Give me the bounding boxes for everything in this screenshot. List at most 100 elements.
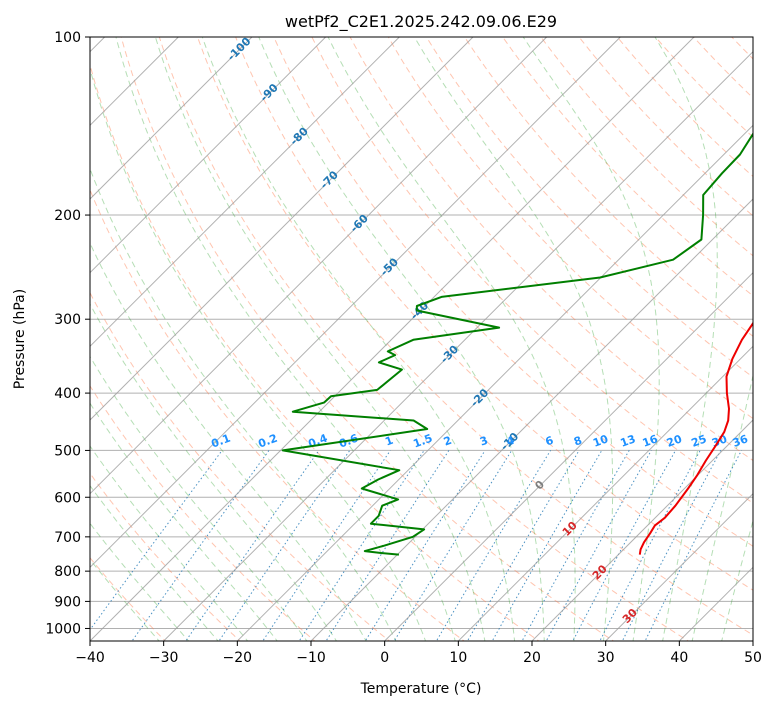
isotherm — [90, 37, 327, 274]
temperature-profile — [638, 321, 753, 555]
mixing-ratio-label: 10 — [591, 432, 610, 450]
dry-adiabat — [90, 291, 391, 641]
mixing-ratio-label: 20 — [665, 432, 684, 450]
isotherm — [90, 37, 400, 348]
mixing-ratio-line — [185, 450, 320, 641]
dry-adiabats — [90, 37, 753, 641]
isotherm — [457, 345, 753, 641]
mixing-ratio-label: 8 — [572, 434, 584, 449]
isotherm — [236, 124, 753, 641]
x-tick-label: −20 — [223, 650, 253, 666]
moist-adiabat — [90, 167, 397, 641]
moist-adiabat — [654, 37, 718, 641]
isotherms — [90, 37, 753, 641]
x-tick-label: 10 — [449, 650, 467, 666]
x-axis-label: Temperature (°C) — [360, 681, 482, 697]
dry-adiabat — [349, 37, 753, 462]
isotherm — [90, 37, 253, 200]
isotherm — [90, 37, 695, 641]
y-tick-label: 200 — [54, 208, 81, 224]
isotherm — [163, 50, 753, 641]
moist-adiabat — [154, 37, 486, 641]
dry-adiabat — [387, 37, 753, 420]
moist-adiabat — [90, 241, 367, 641]
moist-adiabat — [691, 373, 753, 641]
mixing-ratio-line — [90, 450, 223, 631]
y-tick-label: 300 — [54, 312, 81, 328]
mixing-ratio-label: 16 — [641, 432, 660, 450]
dry-adiabat — [90, 62, 540, 641]
plot-area: -100-90-80-70-60-50-40-30-20-10010203040… — [90, 37, 753, 641]
isotherm — [310, 198, 753, 641]
dry-adiabat — [90, 472, 241, 641]
moist-adiabat — [90, 402, 278, 641]
moist-adiabat — [90, 302, 338, 641]
mixing-ratio-label: 36 — [731, 432, 750, 450]
isotherm — [90, 37, 474, 421]
chart-title: wetPf2_C2E1.2025.242.09.06.E29 — [285, 12, 557, 32]
mixing-ratio-line — [435, 450, 552, 641]
y-axis-ticks: 100 200 300 400 500 600 700 800 900 1000 — [45, 30, 90, 637]
mixing-ratio-label: 25 — [690, 432, 709, 449]
dry-adiabat — [196, 37, 753, 636]
mixing-ratio-label: 13 — [619, 432, 638, 449]
x-tick-label: 0 — [380, 650, 389, 666]
x-tick-label: −40 — [75, 650, 105, 666]
y-axis-label: Pressure (hPa) — [12, 289, 28, 389]
y-tick-label: 100 — [54, 30, 81, 46]
moist-adiabat — [90, 484, 219, 641]
dry-adiabat — [425, 37, 753, 378]
dry-adiabat — [158, 37, 690, 641]
dewpoint-profile — [281, 132, 753, 556]
y-tick-label: 1000 — [45, 621, 81, 637]
y-tick-label: 500 — [54, 443, 81, 459]
x-tick-label: 30 — [597, 650, 615, 666]
moist-adiabat — [721, 518, 753, 641]
mixing-ratio-line — [393, 450, 513, 641]
isotherm — [90, 37, 548, 495]
moist-adiabat — [90, 355, 308, 641]
dry-adiabat — [311, 37, 753, 504]
mixing-ratio-label: 0.2 — [256, 432, 279, 451]
sounding-profiles — [281, 132, 753, 556]
isotherm — [384, 271, 753, 641]
x-tick-label: 50 — [744, 650, 762, 666]
x-tick-label: 40 — [670, 650, 688, 666]
dry-adiabat — [235, 37, 753, 591]
mixing-ratio-line — [131, 450, 270, 641]
mixing-ratio-line — [218, 450, 351, 641]
moist-adiabat — [90, 445, 249, 641]
isotherm — [531, 419, 753, 641]
x-tick-label: −10 — [296, 650, 326, 666]
moist-adiabat — [201, 37, 516, 641]
moist-adiabat — [90, 66, 427, 641]
x-tick-label: 20 — [523, 650, 541, 666]
y-tick-label: 900 — [54, 594, 81, 610]
mixing-ratio-label: 1 — [383, 434, 395, 449]
y-tick-label: 400 — [54, 386, 81, 402]
dry-adiabat — [273, 37, 753, 547]
pressure-gridlines — [90, 37, 753, 629]
moist-adiabat — [327, 37, 576, 641]
mixing-ratio-line — [621, 450, 722, 641]
mixing-ratio-line — [572, 450, 676, 641]
isotherm — [605, 492, 753, 641]
mixing-ratio-line — [262, 450, 391, 641]
mixing-ratio-line — [466, 450, 580, 641]
mixing-ratio-label: 4 — [505, 434, 517, 449]
isotherm — [90, 37, 621, 569]
moist-adiabat — [115, 37, 456, 641]
mixing-ratio-label: 1.5 — [412, 432, 435, 451]
mixing-ratio-line — [325, 450, 450, 641]
mixing-ratio-lines — [90, 450, 742, 641]
mixing-ratio-label: 2 — [442, 434, 454, 449]
dry-adiabat — [90, 384, 316, 641]
plot-frame — [89, 36, 754, 642]
moist-adiabat — [413, 37, 614, 641]
mixing-ratio-line — [298, 450, 425, 641]
mixing-ratio-label: 6 — [544, 434, 556, 449]
y-tick-label: 700 — [54, 530, 81, 546]
x-tick-label: −30 — [149, 650, 179, 666]
